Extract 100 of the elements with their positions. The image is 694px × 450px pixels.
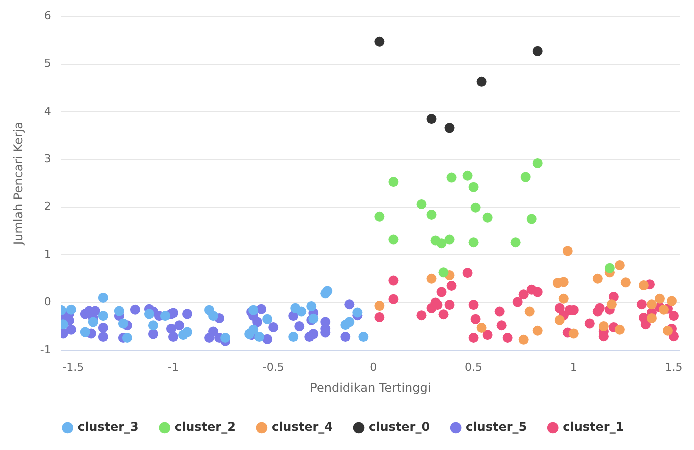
legend-label: cluster_2 (174, 420, 236, 434)
legend-label: cluster_5 (466, 420, 528, 434)
point (654, 294, 665, 304)
point (606, 300, 617, 310)
y-tick-label: 1 (44, 248, 52, 261)
point (444, 123, 455, 134)
point (308, 329, 319, 340)
point (88, 317, 98, 328)
point (532, 158, 543, 168)
legend-label: cluster_4 (272, 420, 334, 434)
point (358, 332, 369, 342)
y-tick-label: 0 (44, 296, 52, 309)
point (160, 311, 170, 322)
point (388, 177, 399, 188)
point (130, 304, 140, 315)
point (374, 36, 385, 47)
point (468, 182, 479, 192)
x-tick-label: -1.5 (62, 360, 84, 374)
y-axis-title: Jumlah Pencari Kerja (11, 122, 26, 246)
point (98, 292, 108, 303)
point (144, 309, 154, 320)
point (524, 306, 535, 317)
point (182, 327, 192, 338)
point (526, 214, 537, 224)
x-tick-label: -0.5 (262, 360, 284, 374)
point (462, 268, 473, 278)
point (496, 320, 507, 331)
point (558, 277, 569, 288)
point (462, 170, 473, 181)
point (662, 326, 673, 336)
point (248, 324, 259, 335)
point (510, 238, 521, 248)
point (562, 246, 573, 256)
point (252, 317, 263, 328)
y-tick-label: 5 (44, 57, 52, 70)
point (444, 300, 455, 310)
point (476, 322, 487, 333)
point (66, 324, 76, 335)
point (638, 280, 649, 291)
point (80, 327, 90, 338)
point (182, 309, 192, 320)
point (594, 303, 605, 314)
point (114, 306, 124, 316)
point (554, 315, 565, 326)
point (446, 281, 457, 292)
point (520, 172, 531, 182)
point (598, 322, 609, 332)
point (558, 294, 569, 304)
point (482, 212, 493, 223)
legend-label: cluster_1 (563, 420, 624, 434)
point (296, 306, 307, 317)
point (604, 263, 615, 274)
point (494, 306, 505, 317)
point (436, 238, 447, 249)
point (254, 332, 265, 342)
x-tick-label: 0.5 (465, 360, 483, 374)
point (532, 326, 543, 336)
point (122, 333, 132, 343)
point (532, 287, 543, 298)
y-tick-label: 6 (44, 9, 52, 22)
point (468, 333, 479, 343)
point (444, 234, 455, 245)
point (294, 322, 305, 332)
point (554, 303, 565, 314)
point (426, 210, 437, 220)
legend-label: cluster_3 (78, 420, 139, 434)
point (322, 286, 333, 296)
point (262, 334, 273, 344)
point (416, 199, 427, 210)
point (268, 322, 279, 333)
point (468, 300, 479, 310)
point (436, 287, 447, 298)
point (668, 332, 679, 342)
point (220, 333, 231, 343)
point (98, 332, 108, 342)
point (568, 328, 579, 339)
point (426, 274, 437, 284)
point (482, 330, 493, 340)
point (640, 320, 651, 330)
point (438, 310, 449, 320)
point (666, 296, 677, 306)
point (518, 290, 529, 300)
point (502, 333, 513, 343)
legend-label: cluster_0 (369, 420, 430, 434)
point (636, 300, 647, 310)
x-tick-label: -1 (168, 360, 179, 374)
point (426, 114, 437, 124)
point (148, 329, 158, 340)
point (416, 310, 427, 321)
y-tick-label: 3 (44, 152, 52, 166)
point (614, 324, 625, 335)
point (352, 308, 363, 318)
point (374, 212, 385, 222)
point (532, 46, 543, 56)
y-tick-label: 2 (44, 200, 52, 214)
point (646, 313, 657, 324)
x-axis-title: Pendidikan Tertinggi (310, 380, 432, 395)
point (388, 234, 399, 245)
point (584, 318, 595, 329)
point (614, 260, 625, 271)
